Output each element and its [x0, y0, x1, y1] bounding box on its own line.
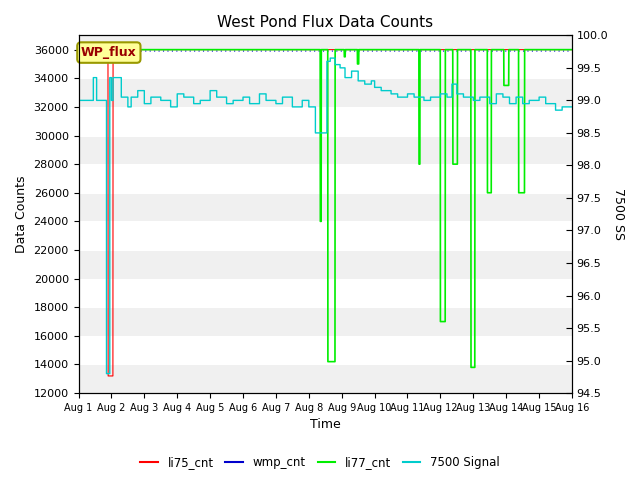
Bar — [79, 193, 572, 221]
Bar — [79, 78, 572, 107]
Bar — [79, 278, 572, 307]
Bar — [79, 49, 572, 78]
Y-axis label: Data Counts: Data Counts — [15, 176, 28, 253]
Bar — [79, 164, 572, 193]
Bar — [79, 107, 572, 135]
X-axis label: Time: Time — [310, 419, 340, 432]
Bar — [79, 221, 572, 250]
Title: West Pond Flux Data Counts: West Pond Flux Data Counts — [217, 15, 433, 30]
Y-axis label: 7500 SS: 7500 SS — [612, 188, 625, 240]
Text: WP_flux: WP_flux — [81, 46, 137, 59]
Bar — [79, 364, 572, 393]
Bar — [79, 307, 572, 336]
Bar — [79, 135, 572, 164]
Bar — [79, 250, 572, 278]
Bar — [79, 336, 572, 364]
Legend: li75_cnt, wmp_cnt, li77_cnt, 7500 Signal: li75_cnt, wmp_cnt, li77_cnt, 7500 Signal — [136, 452, 504, 474]
